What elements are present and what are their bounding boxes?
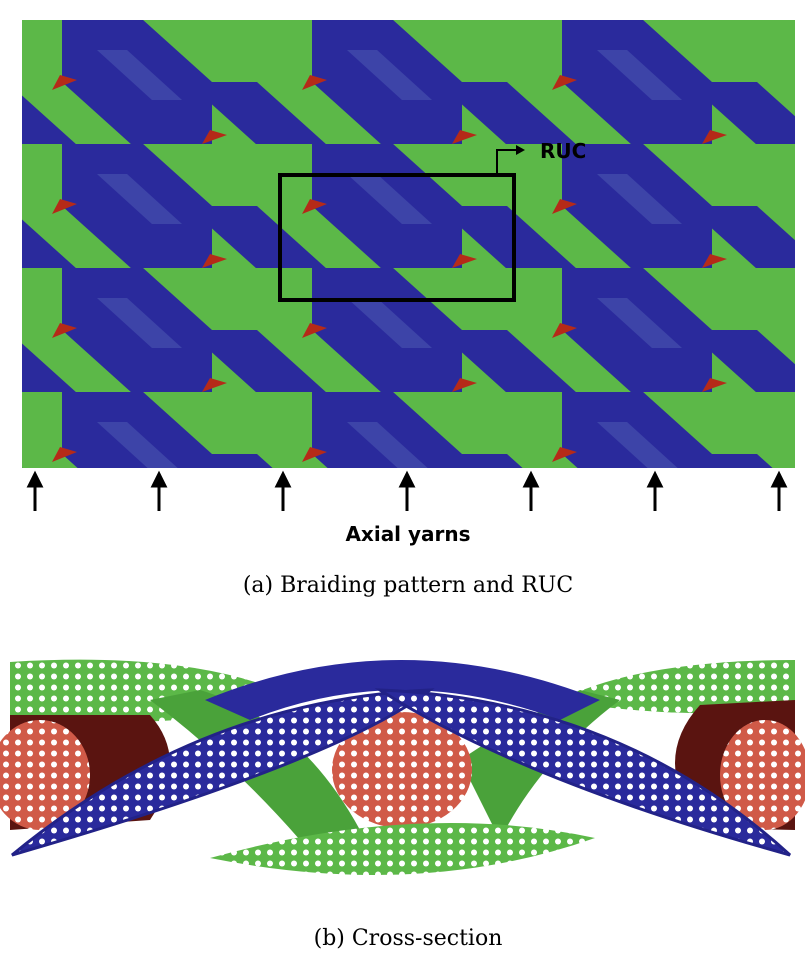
ruc-label: RUC [540,139,586,163]
cross-section [0,659,805,875]
ruc-pointer-head [516,145,525,155]
caption-a: (a) Braiding pattern and RUC [243,573,573,598]
ruc-box [278,173,516,302]
ruc-pointer [496,149,518,175]
axial-arrows [26,470,788,511]
axial-label: Axial yarns [345,522,470,546]
braid-pattern [22,20,795,468]
caption-b: (b) Cross-section [314,926,503,951]
